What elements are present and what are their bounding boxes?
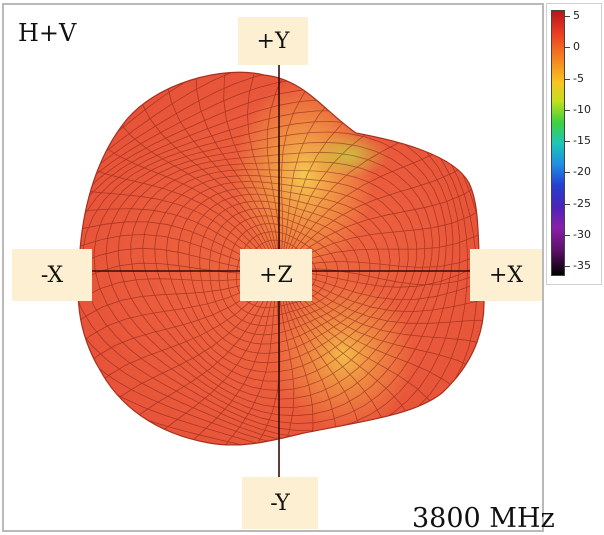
- colorbar-tick-mark: [565, 203, 570, 205]
- colorbar-tick-mark: [565, 234, 570, 236]
- colorbar-tick-label: -30: [573, 227, 591, 241]
- colorbar-tick-label: -15: [573, 134, 591, 147]
- colorbar-tick-label: 5: [573, 9, 580, 22]
- colorbar-tick-mark: [565, 78, 570, 80]
- axis-label-neg-x: -X: [12, 249, 92, 301]
- colorbar-tick-mark: [565, 16, 570, 17]
- axis-label-pos-y: +Y: [238, 17, 308, 65]
- colorbar-tick-mark: [565, 141, 570, 142]
- colorbar-tick-label: -25: [573, 196, 591, 210]
- frequency-label: 3800 MHz: [412, 503, 555, 534]
- colorbar-tick-label: -10: [573, 102, 591, 116]
- radiation-pattern-panel: +Y -Y -X +X +Z H+V 3800 MHz: [2, 3, 555, 534]
- colorbar-tick-label: -20: [573, 165, 591, 179]
- axis-label-center: +Z: [240, 249, 312, 301]
- axis-label-neg-y: -Y: [242, 477, 318, 529]
- polarization-label: H+V: [18, 19, 77, 47]
- axis-label-pos-x: +X: [470, 249, 542, 301]
- colorbar-tick-mark: [565, 109, 570, 111]
- colorbar-tick-label: -35: [573, 259, 591, 272]
- colorbar-tick-mark: [565, 172, 570, 174]
- colorbar-legend: 5 0 -5 -10 -15 -20 -25 -30 -35: [546, 3, 602, 285]
- colorbar-tick-mark: [565, 47, 570, 49]
- colorbar-tick-label: -5: [573, 71, 584, 85]
- pattern-outline: [77, 71, 485, 446]
- colorbar-tick-label: 0: [573, 40, 580, 54]
- colorbar-tick-mark: [565, 266, 570, 267]
- colorbar-gradient: [551, 10, 565, 276]
- radiation-pattern-plot: [77, 50, 485, 483]
